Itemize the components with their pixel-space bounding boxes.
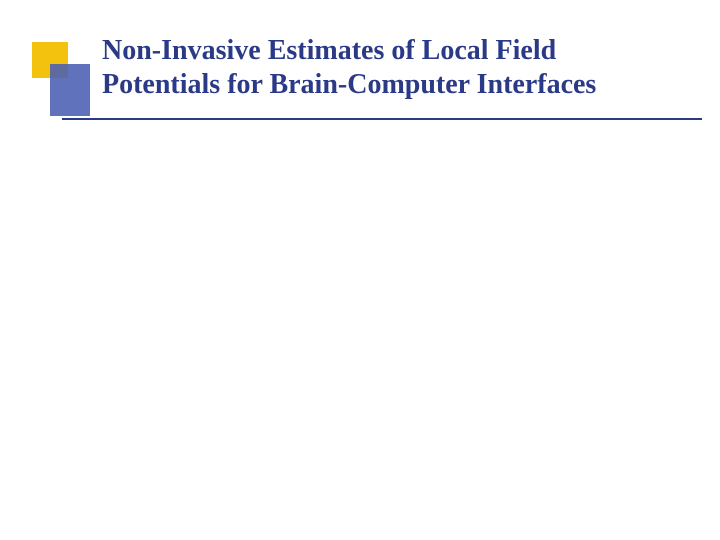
- blue-square-accent: [50, 64, 90, 116]
- title-divider: [62, 118, 702, 120]
- slide-title: Non-Invasive Estimates of Local Field Po…: [102, 34, 670, 101]
- slide-container: Non-Invasive Estimates of Local Field Po…: [0, 0, 720, 540]
- corner-decoration: [32, 42, 92, 120]
